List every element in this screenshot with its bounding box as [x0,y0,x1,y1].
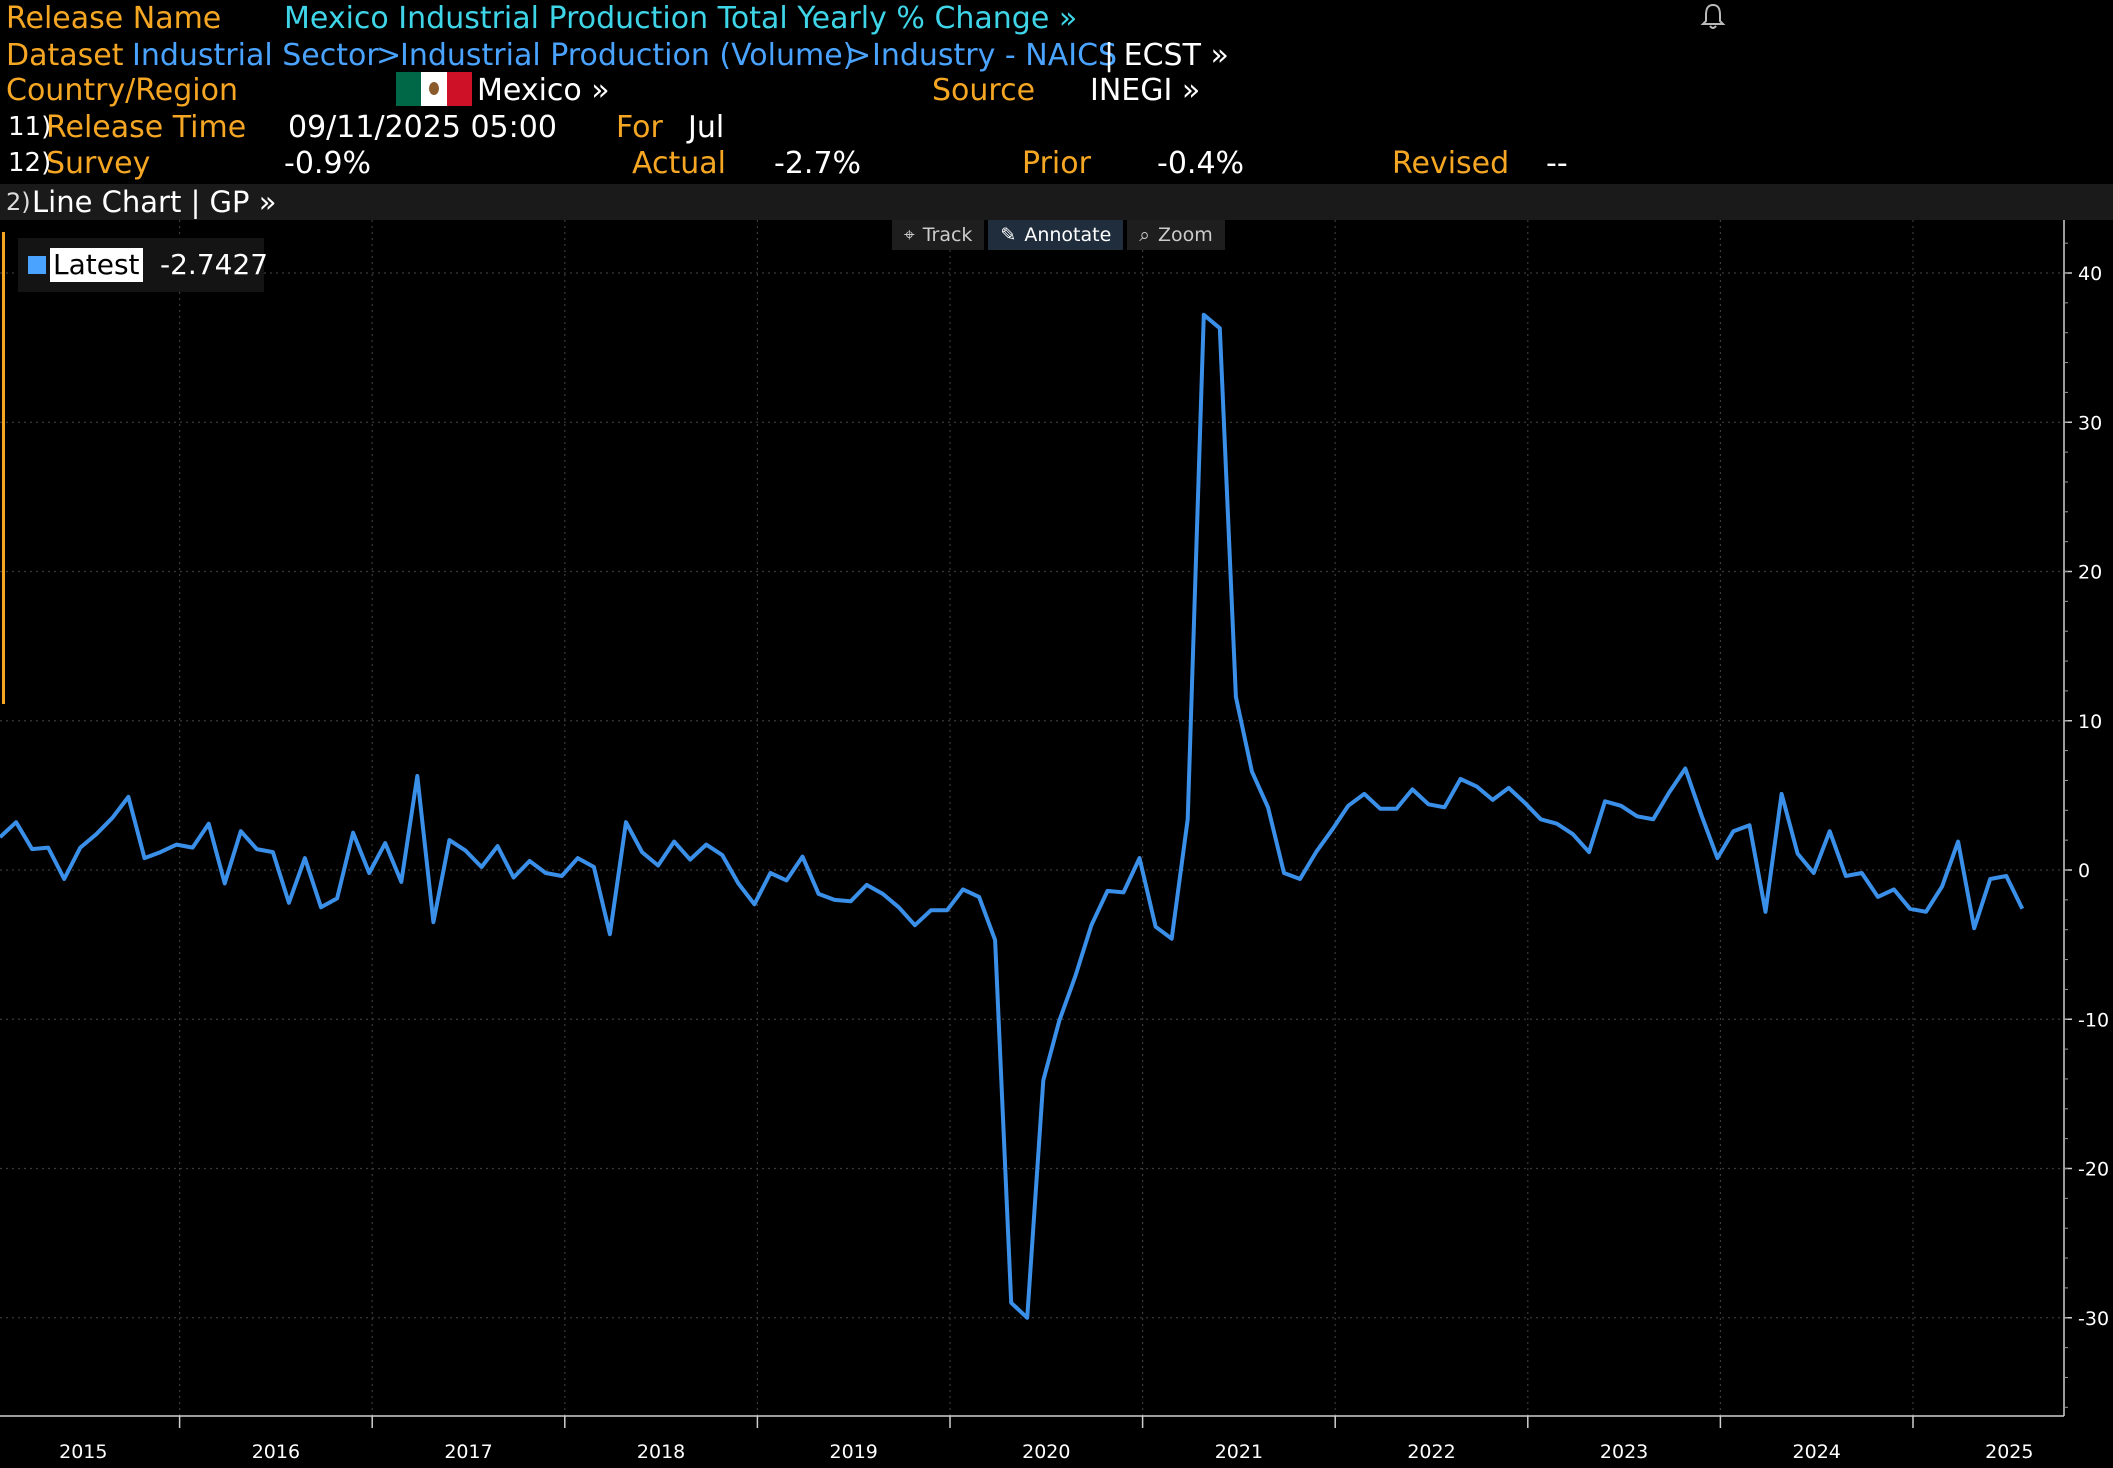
legend-latest-value: -2.7427 [160,248,269,281]
dataset-label: Dataset [6,38,124,73]
chart-legend[interactable]: Latest -2.7427 [18,238,268,292]
series-line-latest [0,312,2025,1320]
x-axis: 2015 2016 2017 2018 2019 2020 2021 2022 2023 2024… [0,1415,2064,1463]
country-label: Country/Region [6,73,238,108]
track-button[interactable]: ⌖ Track [892,220,985,250]
prior-label: Prior [1022,146,1091,181]
pencil-icon: ✎ [1000,224,1017,246]
chart-type-link[interactable]: Line Chart | GP » [32,185,277,219]
zoom-label: Zoom [1157,224,1213,246]
x-tick-label: 2018 [637,1441,685,1463]
y-tick-label: -20 [2078,1159,2109,1181]
crosshair-icon: ⌖ [904,224,915,246]
x-tick-label: 2021 [1215,1441,1263,1463]
y-tick-label: -30 [2078,1308,2109,1330]
release-header: Release Name Mexico Industrial Productio… [0,0,2113,184]
x-tick-label: 2024 [1793,1441,1841,1463]
track-label: Track [922,224,973,246]
dataset-code[interactable]: | ECST » [1104,38,1229,73]
legend-series-name: Latest [50,248,143,282]
chart-grid [0,220,2064,1416]
dataset-crumb-industry-naics[interactable]: Industry - NAICS [872,38,1118,73]
release-time-value: 09/11/2025 05:00 [288,110,557,145]
y-tick-label: 20 [2078,562,2102,584]
breadcrumb-separator: > [376,38,402,73]
dataset-crumb-industrial-sector[interactable]: Industrial Sector [132,38,379,73]
source-value[interactable]: INEGI » [1090,73,1201,108]
chart-title-bar: 2) Line Chart | GP » [0,184,2113,220]
prior-value: -0.4% [1157,146,1245,181]
y-tick-label: -10 [2078,1009,2109,1031]
zoom-button[interactable]: ⌕ Zoom [1127,220,1225,250]
chart-bar-number[interactable]: 2) [6,188,31,216]
revised-label: Revised [1392,146,1510,181]
actual-label: Actual [632,146,726,181]
y-axis: 40 30 20 10 0 -10 -20 -30 [2063,220,2109,1416]
country-value[interactable]: Mexico » [477,73,610,108]
annotate-label: Annotate [1024,224,1112,246]
x-tick-label: 2016 [252,1441,300,1463]
breadcrumb-separator: > [846,38,872,73]
release-name-label: Release Name [6,1,222,36]
x-tick-label: 2025 [1985,1441,2033,1463]
bell-icon[interactable] [1700,2,1726,30]
survey-number[interactable]: 12) [8,148,52,178]
selection-strip [2,232,5,704]
actual-value: -2.7% [774,146,862,181]
y-tick-label: 0 [2078,860,2090,882]
x-tick-label: 2023 [1600,1441,1648,1463]
mexico-flag-icon [396,72,472,106]
x-tick-label: 2020 [1022,1441,1070,1463]
for-value: Jul [688,110,725,145]
dataset-crumb-industrial-production[interactable]: Industrial Production (Volume) [400,38,855,73]
annotate-button[interactable]: ✎ Annotate [988,220,1124,250]
legend-swatch [28,256,46,274]
release-name-link[interactable]: Mexico Industrial Production Total Yearl… [284,1,1078,36]
survey-value: -0.9% [284,146,372,181]
magnifier-icon: ⌕ [1139,224,1150,246]
x-tick-label: 2019 [830,1441,878,1463]
chart-toolbar: ⌖ Track ✎ Annotate ⌕ Zoom [892,220,1229,250]
y-tick-label: 40 [2078,263,2102,285]
x-tick-label: 2015 [59,1441,107,1463]
revised-value: -- [1546,146,1568,181]
survey-label[interactable]: Survey [46,146,151,181]
y-tick-label: 10 [2078,711,2102,733]
x-tick-label: 2022 [1407,1441,1455,1463]
release-time-number[interactable]: 11) [8,112,52,142]
x-tick-label: 2017 [444,1441,492,1463]
y-tick-label: 30 [2078,412,2102,434]
series-points [0,315,2022,1318]
source-label: Source [932,73,1036,108]
for-label: For [616,110,663,145]
release-time-label[interactable]: Release Time [46,110,247,145]
